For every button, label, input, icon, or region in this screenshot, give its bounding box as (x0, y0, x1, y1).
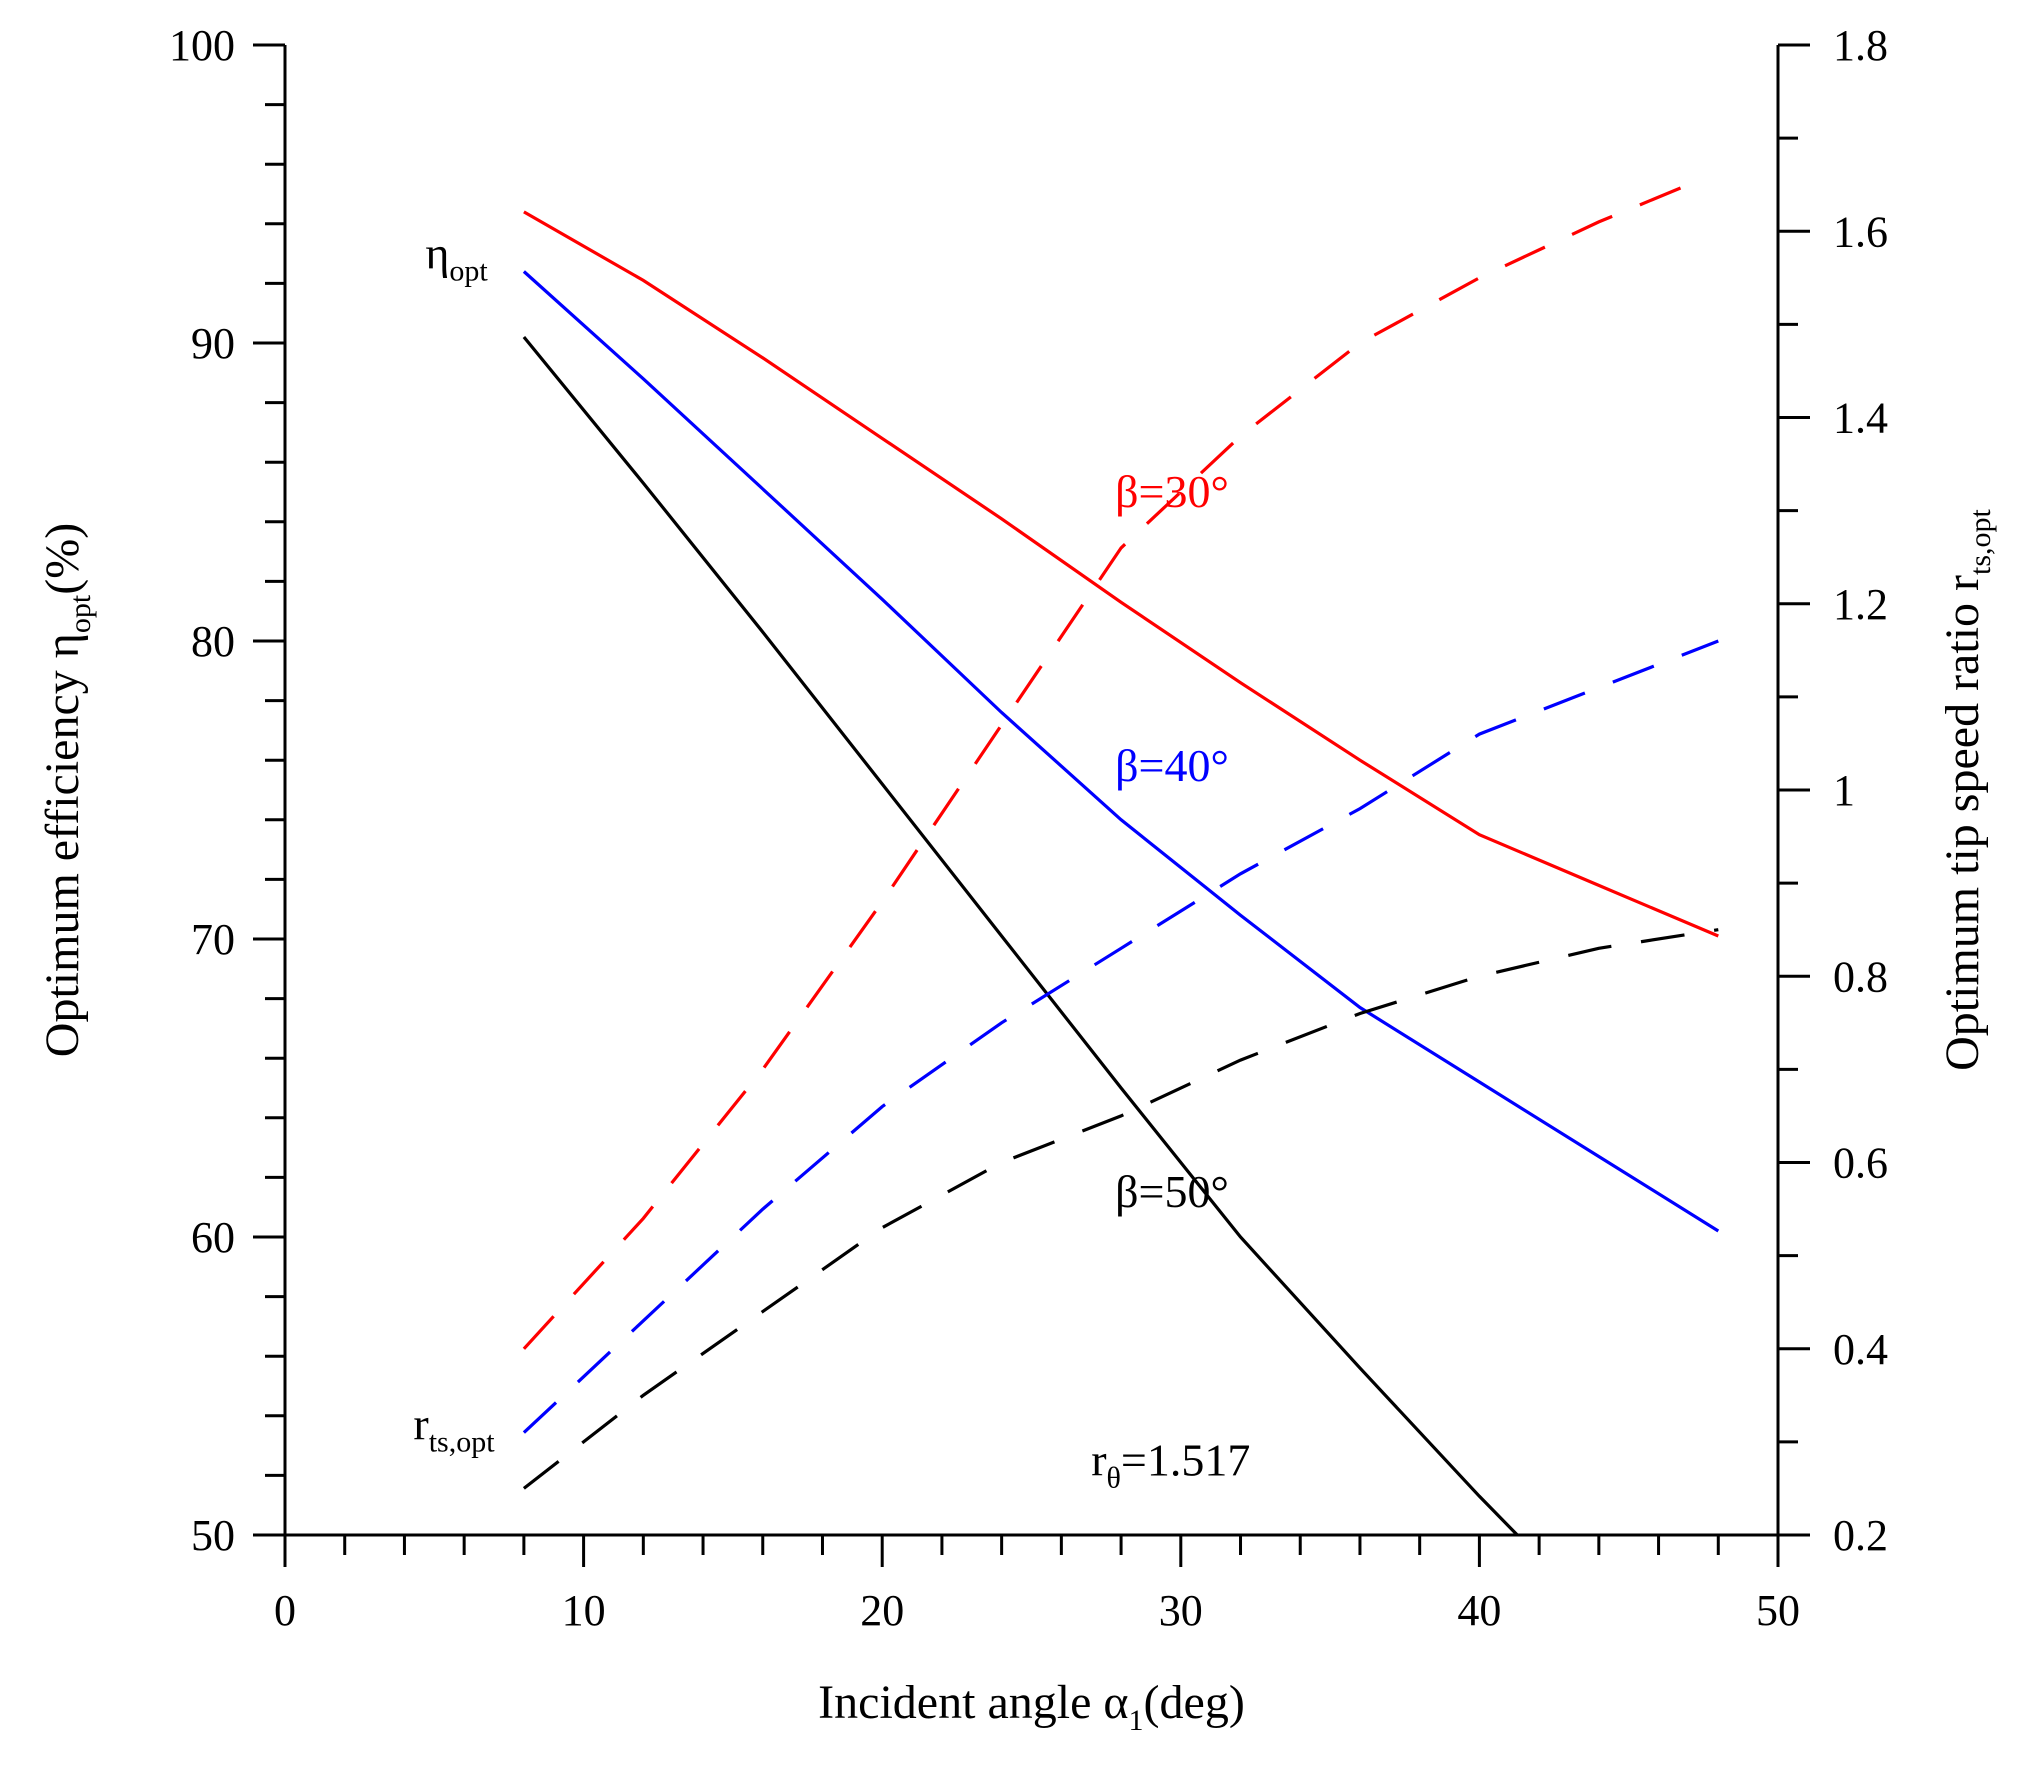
y-right-tick-label: 1.2 (1833, 580, 1888, 629)
y-right-tick-label: 0.2 (1833, 1511, 1888, 1560)
x-tick-label: 50 (1756, 1586, 1800, 1635)
series-line-5 (522, 639, 1719, 1434)
axis-titles: Incident angle α1(deg) Optimum efficiency… (36, 508, 1997, 1737)
y-left-tick-label: 80 (191, 617, 235, 666)
annotation-b40: β=40° (1115, 740, 1229, 791)
y-right-tick-label: 0.4 (1833, 1325, 1888, 1374)
annotation-rts: rts,opt (413, 1399, 495, 1459)
x-tick-label: 10 (562, 1586, 606, 1635)
annotation-b30: β=30° (1115, 466, 1229, 517)
x-tick-label: 20 (860, 1586, 904, 1635)
y-right-tick-label: 0.8 (1833, 952, 1888, 1001)
y-left-tick-label: 60 (191, 1213, 235, 1262)
y-left-tick-label: 70 (191, 915, 235, 964)
annotation-b50: β=50° (1115, 1166, 1229, 1217)
series-line-6 (522, 928, 1719, 1490)
axes: 0 10 20 30 40 50 50 60 70 80 90 100 0.2 0.4 0.6 0.8 1 1.2… (169, 21, 1888, 1635)
y-right-tick-label: 1 (1833, 766, 1855, 815)
x-tick-label: 30 (1159, 1586, 1203, 1635)
y-left-axis-title: Optimum efficiency ηopt(%) (36, 523, 97, 1057)
series-line-4 (522, 183, 1690, 1350)
y-right-tick-label: 1.4 (1833, 394, 1888, 443)
y-right-tick-label: 1.6 (1833, 207, 1888, 256)
y-left-tick-label: 50 (191, 1511, 235, 1560)
x-axis-title: Incident angle α1(deg) (818, 1676, 1245, 1737)
y-left-tick-label: 90 (191, 319, 235, 368)
x-tick-label: 0 (274, 1586, 296, 1635)
annotations: ηopt rts,opt β=30° β=40° β=50° rθ=1.517 (413, 228, 1250, 1495)
y-right-tick-label: 0.6 (1833, 1139, 1888, 1188)
series-line-3 (522, 335, 1519, 1537)
series-line-1 (523, 210, 1719, 938)
x-tick-label: 40 (1457, 1586, 1501, 1635)
annotation-eta: ηopt (425, 228, 488, 288)
annotation-rtheta: rθ=1.517 (1091, 1434, 1250, 1494)
y-left-tick-label: 100 (169, 21, 235, 70)
series-lines (522, 183, 1720, 1537)
y-right-axis-title: Optimum tip speed ratio rts,opt (1936, 508, 1997, 1070)
y-right-tick-label: 1.8 (1833, 21, 1888, 70)
series-line-2 (522, 270, 1720, 1233)
